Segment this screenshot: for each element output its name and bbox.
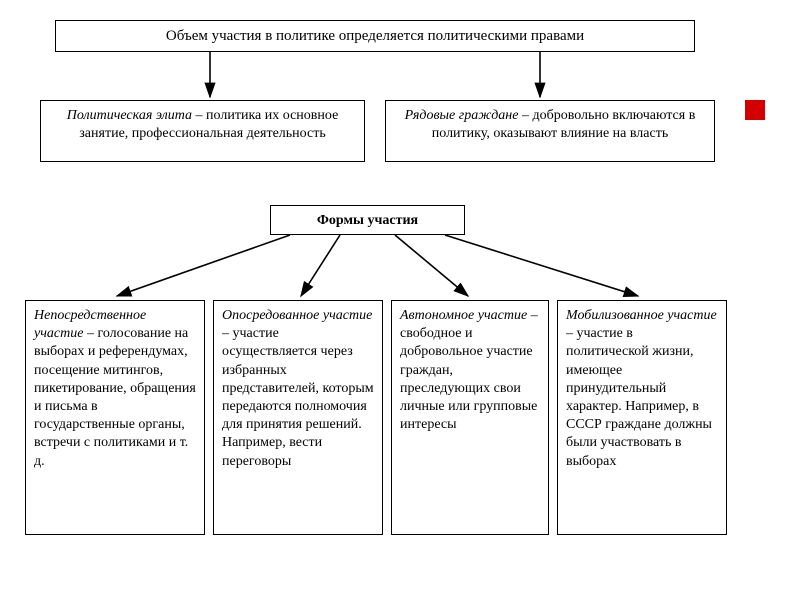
elite-term: Политическая элита xyxy=(67,108,192,123)
citizens-box: Рядовые граждане – добровольно включаютс… xyxy=(385,100,715,162)
top-box-text: Объем участия в политике определяется по… xyxy=(166,28,584,44)
indirect-box: Опосредованное участие – участие осущест… xyxy=(213,300,383,535)
autonomous-box: Автономное участие – свободное и доброво… xyxy=(391,300,549,535)
autonomous-term: Автономное участие xyxy=(400,308,527,323)
direct-box: Непосредственное участие – голосование н… xyxy=(25,300,205,535)
indirect-text: – участие осуществляется через избранных… xyxy=(222,326,374,468)
edge-forms-mobilized xyxy=(445,235,638,296)
indirect-term: Опосредованное участие xyxy=(222,308,372,323)
edge-forms-indirect xyxy=(301,235,340,296)
forms-text: Формы участия xyxy=(317,213,418,228)
top-box: Объем участия в политике определяется по… xyxy=(55,20,695,52)
red-accent-square xyxy=(745,100,765,120)
forms-box: Формы участия xyxy=(270,205,465,235)
mobilized-term: Мобилизованное участие xyxy=(566,308,717,323)
mobilized-text: – участие в политической жизни, имеющее … xyxy=(566,326,712,468)
edge-forms-autonomous xyxy=(395,235,468,296)
mobilized-box: Мобилизованное участие – участие в полит… xyxy=(557,300,727,535)
elite-box: Политическая элита – политика их основно… xyxy=(40,100,365,162)
citizens-term: Рядовые граждане xyxy=(405,108,519,123)
autonomous-text: – свободное и добровольное участие гражд… xyxy=(400,308,538,432)
direct-text: – голосование на выборах и референдумах,… xyxy=(34,326,196,468)
edge-forms-direct xyxy=(117,235,290,296)
